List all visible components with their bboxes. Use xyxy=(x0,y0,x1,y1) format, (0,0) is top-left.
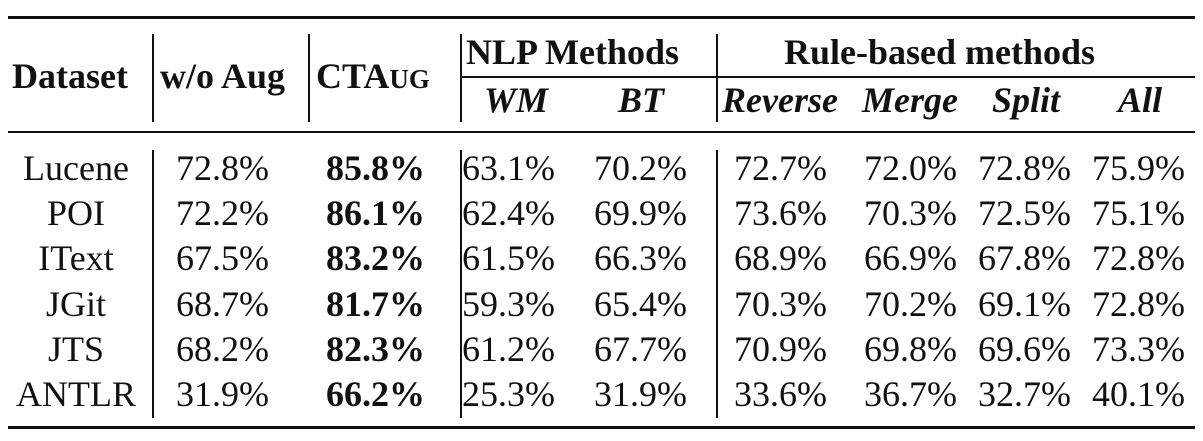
col-separator-4b xyxy=(716,150,718,418)
row-value: 68.7% xyxy=(176,284,269,324)
row-value: 69.9% xyxy=(594,193,687,233)
col-separator-1 xyxy=(152,34,154,122)
header-reverse: Reverse xyxy=(722,80,838,120)
row-value: 75.9% xyxy=(1092,148,1185,188)
row-value: 25.3% xyxy=(462,374,555,414)
row-value: 68.9% xyxy=(734,238,827,278)
row-value: 40.1% xyxy=(1092,374,1185,414)
row-value: 72.8% xyxy=(1092,238,1185,278)
row-value-best: 85.8% xyxy=(326,148,425,188)
row-value: 72.5% xyxy=(978,193,1071,233)
header-rule-based-methods: Rule-based methods xyxy=(784,32,1096,72)
row-dataset-name: JGit xyxy=(45,284,106,324)
header-nlp-methods: NLP Methods xyxy=(466,32,680,72)
row-value: 70.2% xyxy=(594,148,687,188)
row-value: 70.9% xyxy=(734,329,827,369)
header-ctaug: CTAUG xyxy=(316,58,430,94)
row-value: 62.4% xyxy=(462,193,555,233)
row-value: 59.3% xyxy=(462,284,555,324)
row-value: 32.7% xyxy=(978,374,1071,414)
row-value: 67.5% xyxy=(176,238,269,278)
header-wo-aug: w/o Aug xyxy=(160,56,286,96)
col-separator-3b xyxy=(460,150,462,418)
row-value: 31.9% xyxy=(594,374,687,414)
header-ctaug-tail: UG xyxy=(389,64,430,94)
header-dataset: Dataset xyxy=(12,56,128,96)
row-value: 67.7% xyxy=(594,329,687,369)
row-value-best: 83.2% xyxy=(326,238,425,278)
row-value-best: 82.3% xyxy=(326,329,425,369)
header-split: Split xyxy=(992,80,1061,120)
header-bt: BT xyxy=(618,80,665,120)
row-value: 31.9% xyxy=(176,374,269,414)
row-value: 33.6% xyxy=(734,374,827,414)
row-value: 70.2% xyxy=(864,284,957,324)
row-dataset-name: IText xyxy=(38,238,114,278)
header-rule xyxy=(8,131,1195,133)
row-value-best: 86.1% xyxy=(326,193,425,233)
top-rule xyxy=(8,16,1195,19)
col-separator-1b xyxy=(152,150,154,418)
row-value: 65.4% xyxy=(594,284,687,324)
row-value: 61.5% xyxy=(462,238,555,278)
row-value-best: 81.7% xyxy=(326,284,425,324)
group-header-underline xyxy=(460,76,1195,78)
row-value: 63.1% xyxy=(462,148,555,188)
row-value: 72.8% xyxy=(1092,284,1185,324)
row-value: 72.8% xyxy=(978,148,1071,188)
row-value: 72.0% xyxy=(864,148,957,188)
row-value: 70.3% xyxy=(864,193,957,233)
row-value: 69.1% xyxy=(978,284,1071,324)
row-value: 69.8% xyxy=(864,329,957,369)
row-dataset-name: POI xyxy=(46,193,105,233)
row-dataset-name: JTS xyxy=(47,329,105,369)
row-value: 72.8% xyxy=(176,148,269,188)
row-value: 61.2% xyxy=(462,329,555,369)
row-value: 72.7% xyxy=(734,148,827,188)
row-value: 67.8% xyxy=(978,238,1071,278)
bottom-rule xyxy=(8,426,1195,429)
row-value: 72.2% xyxy=(176,193,269,233)
row-value: 70.3% xyxy=(734,284,827,324)
header-all: All xyxy=(1118,80,1163,120)
row-value: 66.9% xyxy=(864,238,957,278)
row-dataset-name: Lucene xyxy=(23,148,129,188)
row-value-best: 66.2% xyxy=(326,374,425,414)
row-value: 75.1% xyxy=(1092,193,1185,233)
row-dataset-name: ANTLR xyxy=(16,374,136,414)
col-separator-2 xyxy=(308,34,310,122)
col-separator-4 xyxy=(716,34,718,122)
row-value: 68.2% xyxy=(176,329,269,369)
row-value: 66.3% xyxy=(594,238,687,278)
header-ctaug-main: CTA xyxy=(316,56,390,96)
row-value: 73.6% xyxy=(734,193,827,233)
col-separator-3 xyxy=(460,34,462,122)
header-merge: Merge xyxy=(862,80,958,120)
row-value: 73.3% xyxy=(1092,329,1185,369)
header-wm: WM xyxy=(484,80,549,120)
row-value: 69.6% xyxy=(978,329,1071,369)
row-value: 36.7% xyxy=(864,374,957,414)
